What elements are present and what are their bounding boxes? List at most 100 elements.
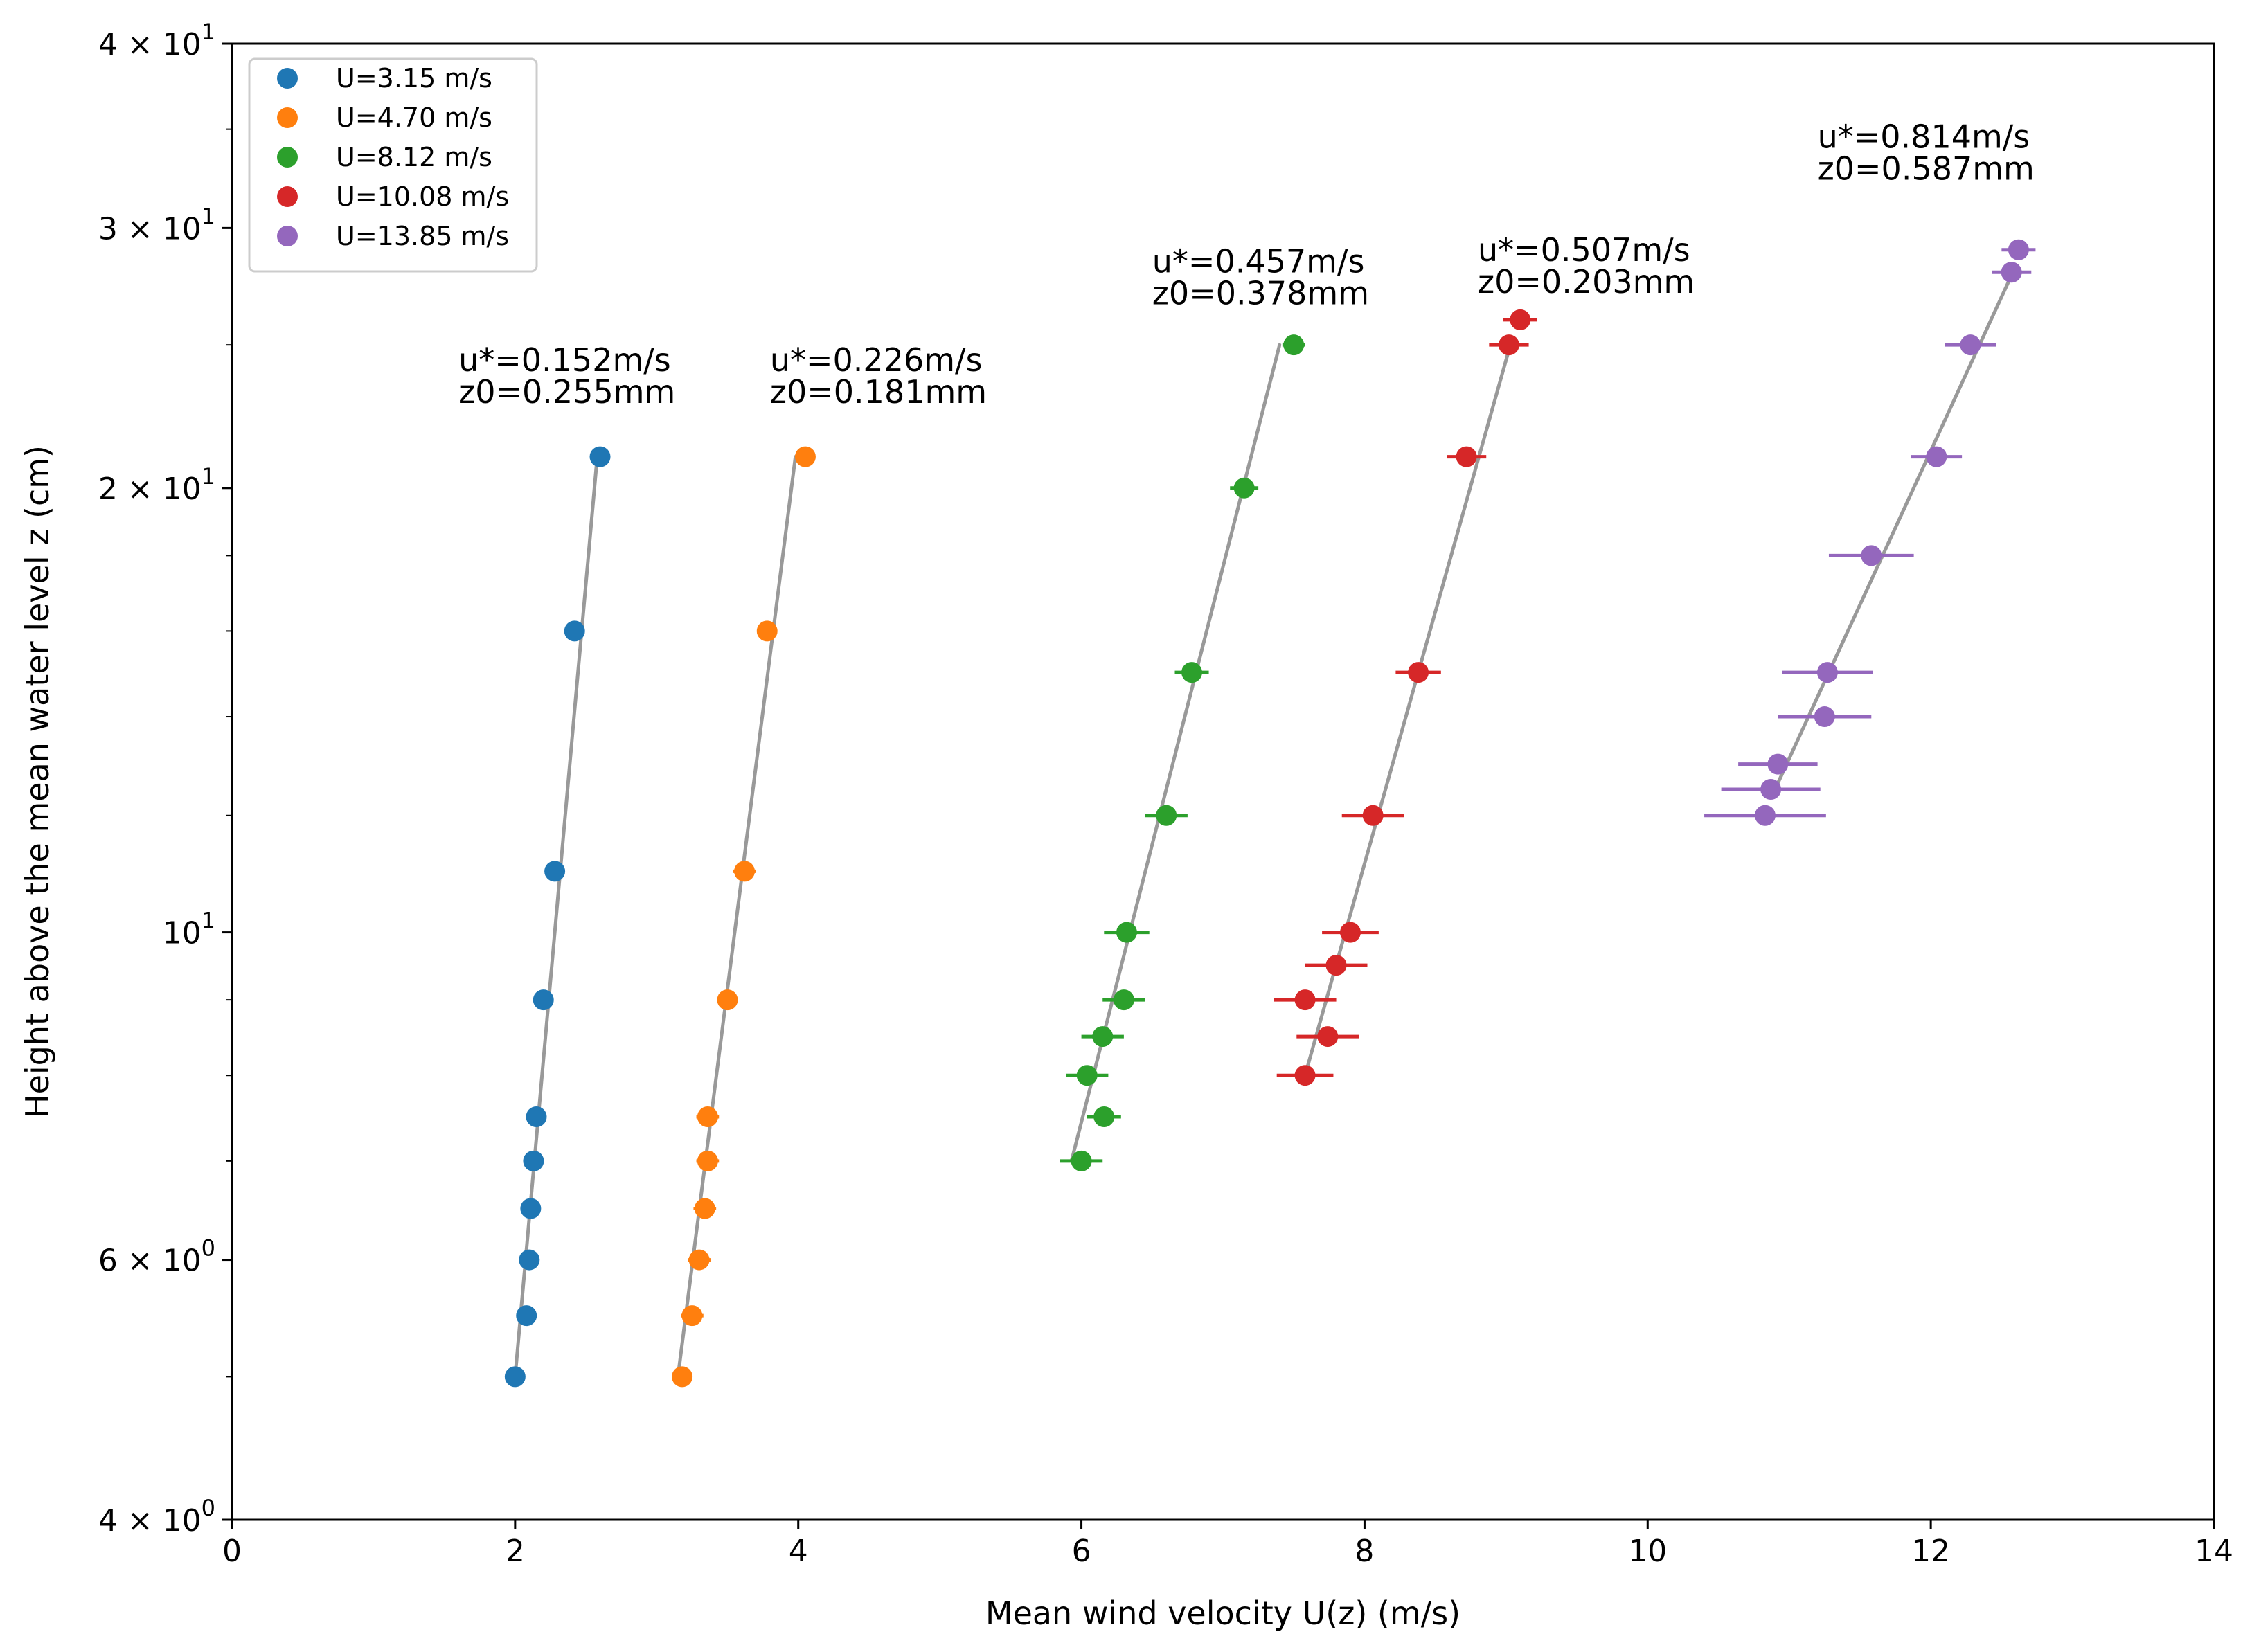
x-tick-label-5: 10	[1628, 1534, 1667, 1569]
data-point-3-1	[1498, 334, 1519, 356]
data-point-0-6	[520, 1198, 542, 1219]
data-point-2-0	[1283, 334, 1305, 356]
y-tick-exponent-0: 0	[202, 1495, 215, 1521]
data-point-4-1	[2001, 262, 2022, 283]
data-point-0-8	[516, 1305, 537, 1327]
data-point-4-6	[1814, 706, 1835, 728]
annotation-line-0-0: u*=0.152m/s	[458, 341, 671, 379]
data-point-0-4	[526, 1106, 547, 1127]
x-tick-label-1: 2	[506, 1534, 525, 1569]
data-point-0-3	[533, 989, 554, 1011]
plot-area	[232, 44, 2214, 1520]
data-point-0-9	[504, 1366, 526, 1388]
fit-line-0	[513, 455, 599, 1379]
fit-line-3	[1303, 343, 1512, 1077]
annotation-line-4-1: z0=0.587mm	[1818, 150, 2035, 187]
data-point-1-3	[717, 989, 738, 1011]
y-tick-base-5: 4 × 10	[98, 27, 202, 62]
fit-line-1	[676, 455, 798, 1379]
y-tick-label-3: 2 × 101	[98, 463, 215, 507]
annotation-1: u*=0.226m/s z0=0.181mm	[770, 341, 987, 411]
y-tick-base-1: 6 × 10	[98, 1244, 202, 1279]
data-point-3-2	[1456, 446, 1477, 467]
legend-marker-2	[277, 147, 298, 168]
x-tick-label-4: 8	[1355, 1534, 1374, 1569]
data-point-3-4	[1362, 805, 1384, 826]
data-point-2-5	[1113, 989, 1134, 1011]
legend-label-4: U=13.85 m/s	[336, 221, 509, 251]
legend-marker-1	[277, 107, 298, 128]
y-tick-label-5: 4 × 101	[98, 19, 215, 62]
annotation-line-1-1: z0=0.181mm	[770, 373, 987, 411]
annotation-line-2-1: z0=0.378mm	[1152, 274, 1369, 312]
data-point-4-8	[1760, 778, 1782, 800]
y-tick-exponent-2: 1	[202, 908, 215, 934]
data-point-1-9	[672, 1366, 693, 1388]
annotation-0: u*=0.152m/s z0=0.255mm	[458, 341, 675, 411]
legend-label-3: U=10.08 m/s	[336, 181, 509, 212]
annotation-line-2-0: u*=0.457m/s	[1152, 242, 1365, 280]
x-tick-label-3: 6	[1072, 1534, 1091, 1569]
y-tick-label-0: 4 × 100	[98, 1495, 215, 1538]
x-tick-label-7: 14	[2195, 1534, 2233, 1569]
data-point-3-0	[1510, 309, 1531, 330]
data-point-1-4	[697, 1106, 718, 1127]
annotation-line-4-0: u*=0.814m/s	[1818, 118, 2030, 155]
annotation-2: u*=0.457m/s z0=0.378mm	[1152, 242, 1369, 312]
data-point-3-9	[1294, 1065, 1316, 1086]
legend[interactable]: U=3.15 m/s U=4.70 m/s U=8.12 m/s U=10.08 m/…	[248, 57, 538, 273]
data-point-1-2	[734, 861, 756, 882]
annotation-3: u*=0.507m/s z0=0.203mm	[1478, 231, 1695, 300]
data-point-3-6	[1325, 955, 1347, 976]
data-point-1-0	[794, 446, 816, 467]
data-point-2-1	[1233, 477, 1255, 499]
legend-label-2: U=8.12 m/s	[336, 142, 492, 172]
data-point-2-6	[1092, 1026, 1114, 1048]
data-point-2-3	[1156, 805, 1177, 826]
plot-background	[232, 44, 2214, 1520]
x-tick-label-2: 4	[789, 1534, 808, 1569]
data-point-2-7	[1076, 1065, 1098, 1086]
y-tick-exponent-5: 1	[202, 19, 215, 45]
axes-frame	[231, 42, 2215, 1521]
y-tick-base-0: 4 × 10	[98, 1503, 202, 1538]
data-point-3-3	[1408, 662, 1429, 683]
annotations: u*=0.152m/s z0=0.255mm u*=0.226m/s z0=0.181…	[458, 118, 2035, 411]
x-axis-label: Mean wind velocity U(z) (m/s)	[985, 1595, 1460, 1632]
annotation-line-3-1: z0=0.203mm	[1478, 263, 1695, 300]
y-tick-exponent-4: 1	[202, 203, 215, 229]
data-point-2-9	[1071, 1150, 1092, 1171]
data-point-0-1	[564, 620, 585, 642]
data-point-3-7	[1294, 989, 1316, 1011]
annotation-4: u*=0.814m/s z0=0.587mm	[1818, 118, 2035, 187]
y-tick-exponent-3: 1	[202, 463, 215, 490]
legend-box	[248, 57, 538, 273]
data-point-2-8	[1093, 1106, 1115, 1127]
fit-line-4	[1773, 270, 2015, 791]
legend-marker-3	[277, 186, 298, 207]
legend-marker-0	[277, 68, 298, 89]
annotation-line-0-1: z0=0.255mm	[458, 373, 675, 411]
annotation-line-3-0: u*=0.507m/s	[1478, 231, 1690, 269]
data-point-4-2	[1960, 334, 1981, 356]
y-tick-base-3: 2 × 10	[98, 472, 202, 507]
y-tick-exponent-1: 0	[202, 1235, 215, 1262]
y-tick-base-2: 10	[163, 916, 202, 951]
x-tick-label-0: 0	[222, 1534, 242, 1569]
data-point-1-5	[697, 1150, 718, 1171]
data-point-1-8	[681, 1305, 703, 1327]
data-point-0-2	[544, 861, 566, 882]
y-tick-base-4: 3 × 10	[98, 211, 202, 246]
data-point-1-7	[688, 1249, 710, 1271]
data-point-4-4	[1861, 545, 1882, 566]
data-point-4-5	[1816, 662, 1838, 683]
data-point-3-5	[1339, 922, 1361, 943]
data-point-4-3	[1926, 446, 1947, 467]
data-point-4-0	[2008, 239, 2029, 260]
data-point-4-9	[1754, 805, 1776, 826]
data-point-2-2	[1181, 662, 1203, 683]
y-axis-label: Height above the mean water level z (cm)	[19, 445, 56, 1118]
data-point-3-8	[1317, 1026, 1339, 1048]
data-points	[504, 239, 2036, 1388]
